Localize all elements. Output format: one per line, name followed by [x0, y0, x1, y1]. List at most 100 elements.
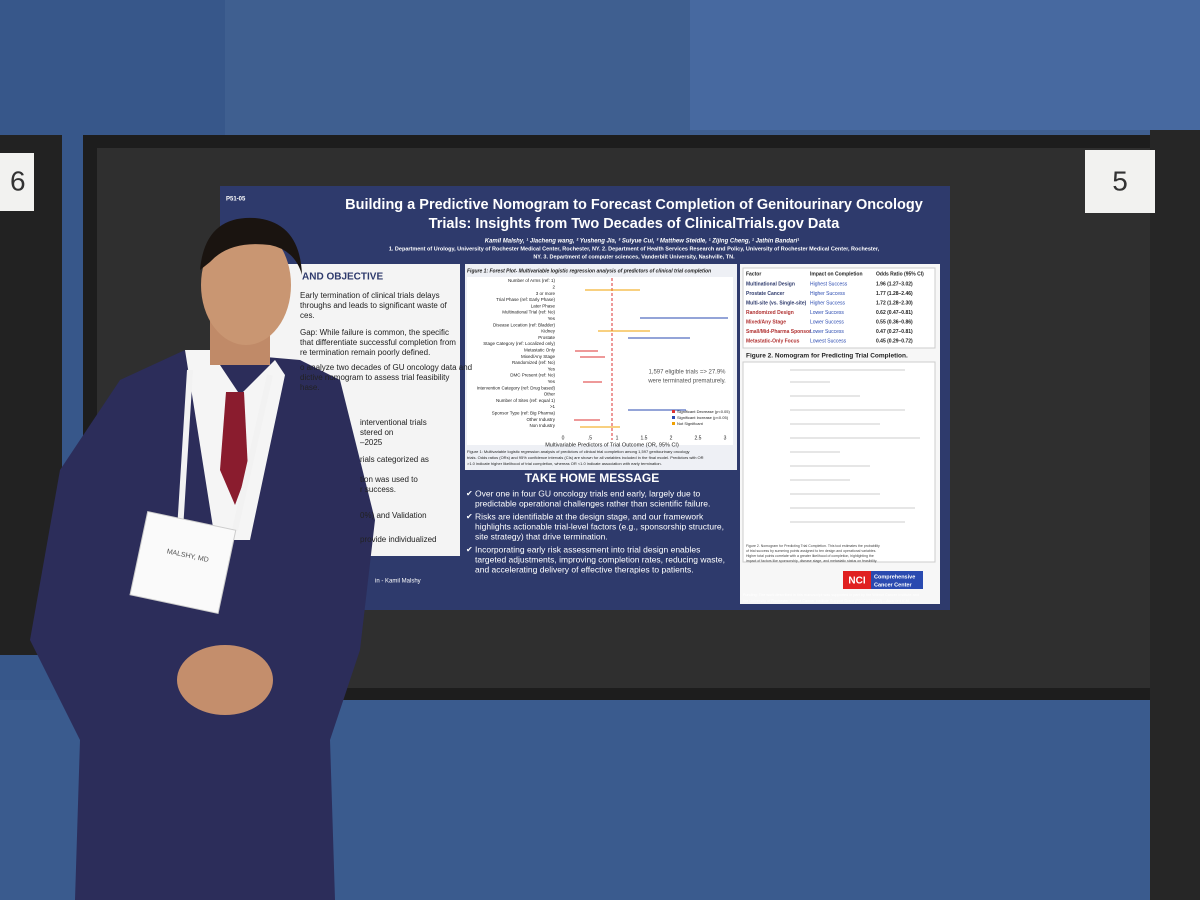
board-number: 6	[10, 165, 26, 196]
take-home-bullet: highlights actionable trial-level factor…	[475, 521, 724, 531]
table-cell: Multi-site (vs. Single-site)	[746, 300, 807, 306]
section-text: interventional trials	[360, 418, 427, 427]
forest-row-label: Yes	[548, 366, 556, 371]
nci-logo-mark	[843, 571, 871, 589]
forest-row-label: Disease Location (ref: Bladder)	[493, 322, 556, 327]
table-cell: Higher Success	[810, 300, 846, 306]
section-heading: AND OBJECTIVE	[302, 272, 383, 283]
take-home-bullet: targeted adjustments, improving completi…	[475, 554, 725, 564]
logo-text: Cancer Center	[874, 582, 912, 588]
forest-tick-label: .5	[588, 435, 592, 441]
forest-row-label: Sponsor Type (ref: Big Pharma)	[492, 410, 556, 415]
board-post	[1150, 130, 1200, 900]
section-text: –2025	[360, 438, 383, 447]
table-header: Odds Ratio (95% CI)	[876, 271, 924, 277]
legend-label: Significant Increase (p<0.05)	[677, 415, 729, 420]
section-text: provide individualized	[360, 535, 437, 544]
take-home-bullet: Incorporating early risk assessment into…	[475, 544, 700, 554]
forest-row-label: Randomized (ref: No)	[512, 360, 556, 365]
logo-mark: NCI	[848, 576, 865, 587]
section-text: ces.	[300, 311, 315, 320]
board-number-card	[1085, 150, 1155, 213]
take-home-bullet: and accelerating delivery of effective t…	[475, 564, 694, 574]
legend-swatch	[672, 416, 675, 419]
forest-row-label: Yes	[548, 379, 556, 384]
nci-logo-text-bg	[871, 571, 923, 589]
forest-row-label: Trial Phase (ref: Early Phase)	[496, 297, 555, 302]
table-cell: Mixed/Any Stage	[746, 319, 786, 325]
take-home-bullet: Over one in four GU oncology trials end …	[475, 488, 700, 498]
forest-axis-label: Multivariable Predictors of Trial Outcom…	[545, 442, 679, 448]
forest-annotation: were terminated prematurely.	[647, 379, 726, 385]
section-text: 0%) and Validation	[360, 511, 427, 520]
person	[30, 217, 375, 900]
take-home-heading: TAKE HOME MESSAGE	[525, 471, 659, 485]
legend-label: Not Significant	[677, 421, 704, 426]
section-text: Gap: While failure is common, the specif…	[300, 328, 449, 337]
forest-points	[574, 289, 728, 428]
legend-swatch	[672, 410, 675, 413]
figure-title: Figure 2. Nomogram for Predicting Trial …	[746, 353, 908, 360]
figure-caption: >1.0 indicate higher likelihood of trial…	[467, 461, 662, 466]
forest-row-label: Metastatic Only	[524, 347, 556, 352]
figure-caption: trials. Odds ratios (ORs) and 95% confid…	[467, 455, 704, 460]
forest-row-label: Intervention Category (ref: Drug based)	[477, 385, 556, 390]
forest-tick-label: 1.5	[641, 435, 648, 441]
section-text: rials categorized as	[360, 455, 429, 464]
forest-tick-label: 1	[616, 435, 619, 441]
table-cell: 0.47 (0.27–0.81)	[876, 329, 913, 335]
bullet-check: ✔	[466, 545, 473, 554]
take-home-panel	[463, 470, 738, 590]
figure-caption: of trial success by summing points assig…	[746, 549, 876, 553]
forest-row-label: Kidney	[541, 329, 556, 334]
table-cell: Prostate Cancer	[746, 291, 784, 297]
forest-row-label: Number of Sites (ref: equal 1)	[496, 398, 556, 403]
forest-row-label: 2	[552, 284, 555, 289]
figure-title: Figure 1: Forest Plot- Multivariable log…	[467, 268, 711, 274]
section-text: Early termination of clinical trials del…	[300, 291, 440, 300]
forest-row-label: Other Industry	[526, 417, 555, 422]
poster-affiliation: 1. Department of Urology, University of …	[389, 246, 880, 252]
forest-row-label: Mixed/Any Stage	[521, 354, 556, 359]
board-number: 5	[1112, 165, 1128, 196]
logo-text: Comprehensive	[874, 574, 915, 580]
section-text: tion was used to	[360, 475, 418, 484]
table-cell: Small/Mid-Pharma Sponsor	[746, 329, 811, 335]
section-text: stered on	[360, 428, 393, 437]
take-home-bullet: predictable operational challenges rathe…	[475, 498, 710, 508]
forest-row-label: Later Phase	[531, 303, 556, 308]
nomogram-scales	[790, 369, 920, 523]
section-text: dictive nomogram to assess trial feasibi…	[300, 373, 449, 382]
forest-annotation: 1,597 eligible trials => 27.9%	[648, 370, 726, 376]
wall-panel	[690, 0, 1200, 130]
table-cell: Metastatic-Only Focus	[746, 338, 800, 344]
section-text: re termination remain poorly defined.	[300, 348, 430, 357]
table-cell: Lower Success	[810, 329, 844, 335]
table-cell: 0.62 (0.47–0.81)	[876, 310, 913, 316]
forest-tick-label: 0	[562, 435, 565, 441]
forest-row-label: Non Industry	[529, 423, 555, 428]
section-text: hase.	[300, 383, 320, 392]
table-cell: Lower Success	[810, 310, 844, 316]
forest-row-label: Multinational Trial (ref: No)	[502, 310, 555, 315]
take-home-bullet: site strategy) that drive termination.	[475, 531, 608, 541]
funding-text: Funding: The work described in this manu…	[743, 593, 919, 597]
forest-row-label: Other	[544, 392, 556, 397]
poster-title: Building a Predictive Nomogram to Foreca…	[345, 197, 923, 213]
forest-row-label: Yes	[548, 316, 556, 321]
section-text: o analyze two decades of GU oncology dat…	[300, 363, 472, 372]
forest-tick-label: 2.5	[695, 435, 702, 441]
forest-tick-label: 3	[724, 435, 727, 441]
poster-id: P51-05	[226, 197, 246, 203]
figure-caption: Figure 1: Multivariable logistic regress…	[467, 449, 690, 454]
take-home-bullet: Risks are identifiable at the design sta…	[475, 511, 704, 521]
table-cell: Multinational Design	[746, 281, 795, 287]
table-cell: 0.45 (0.29–0.72)	[876, 338, 913, 344]
bullet-check: ✔	[466, 512, 473, 521]
table-cell: 1.72 (1.28–2.30)	[876, 300, 913, 306]
section-text: throughs and leads to significant waste …	[300, 301, 448, 310]
nomogram	[742, 361, 936, 563]
forest-tick-label: 2	[670, 435, 673, 441]
table-cell: Lower Success	[810, 319, 844, 325]
